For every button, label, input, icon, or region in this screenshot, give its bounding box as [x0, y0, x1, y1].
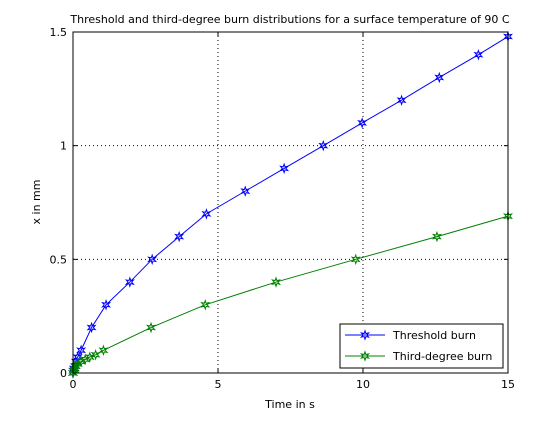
data-point [80, 353, 91, 366]
data-point [124, 276, 135, 288]
data-point [147, 253, 158, 266]
data-point [473, 48, 484, 61]
legend-marker-threshold [360, 329, 370, 341]
legend-marker-third-degree [360, 350, 370, 362]
data-point [318, 139, 329, 152]
chart-title: Threshold and third-degree burn distribu… [69, 13, 509, 26]
series-group [68, 210, 513, 379]
x-tick-label: 15 [501, 378, 515, 391]
legend-label-threshold: Threshold burn [392, 329, 476, 342]
x-tick-label: 0 [70, 378, 77, 391]
series-layer [68, 30, 513, 379]
data-point [200, 299, 211, 311]
data-point [357, 117, 368, 129]
y-axis-label: x in mm [30, 180, 43, 225]
legend-box [339, 323, 504, 369]
data-point [431, 230, 442, 243]
data-point [434, 71, 445, 84]
legend-label-third-degree: Third-degree burn [392, 350, 492, 363]
plot-area [73, 32, 508, 373]
x-axis-label: Time in s [264, 398, 315, 411]
data-point [350, 253, 361, 266]
data-point [201, 208, 212, 220]
data-point [271, 276, 281, 288]
grid-lines [73, 32, 508, 373]
axis-ticks: 0 5 10 15 0 0.5 1 1.5 [50, 26, 516, 391]
data-point [240, 185, 251, 197]
data-point [174, 230, 185, 243]
y-tick-label: 1.5 [50, 26, 68, 39]
y-tick-label: 0.5 [50, 253, 68, 266]
y-tick-label: 1 [60, 140, 67, 153]
y-tick-label: 0 [60, 367, 67, 380]
legend: Threshold burn Third-degree burn [339, 323, 504, 369]
data-point [86, 321, 97, 334]
plot-frame [72, 31, 509, 374]
data-point [146, 321, 156, 334]
data-point [101, 299, 112, 311]
data-point [76, 344, 87, 357]
data-point [396, 94, 407, 106]
data-point [279, 162, 290, 175]
data-point [98, 344, 109, 357]
x-tick-label: 5 [215, 378, 222, 391]
x-tick-label: 10 [356, 378, 370, 391]
data-point [76, 355, 87, 368]
